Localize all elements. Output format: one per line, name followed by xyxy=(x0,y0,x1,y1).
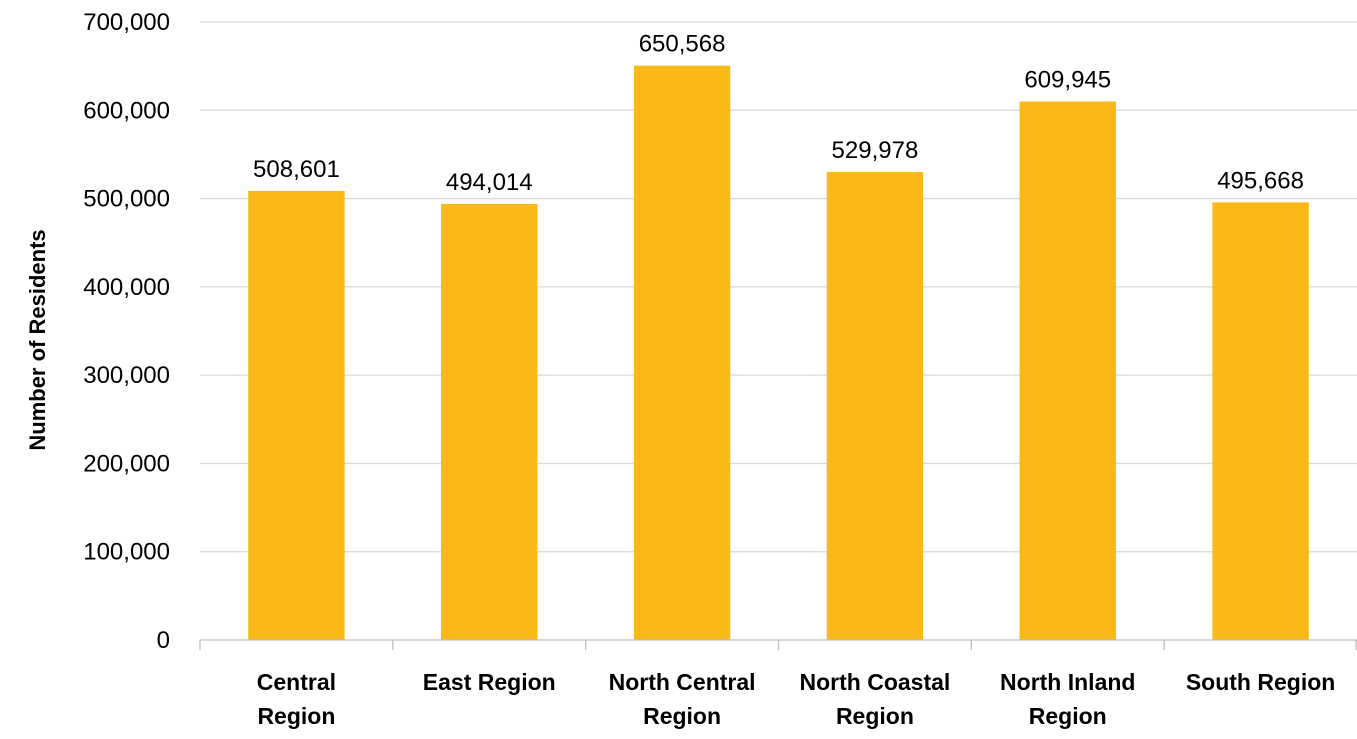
y-tick-label: 700,000 xyxy=(83,9,170,36)
y-tick-label: 500,000 xyxy=(83,186,170,213)
x-axis xyxy=(199,639,1357,650)
data-labels: 508,601 494,014 650,568 529,978 609,945 495,6… xyxy=(253,31,1304,196)
category-label-line: Central xyxy=(257,669,336,695)
bar xyxy=(248,190,345,641)
category-label-line: Region xyxy=(257,703,335,729)
category-label-line: North Central xyxy=(609,669,756,695)
category-label: East Region xyxy=(423,669,556,695)
y-tick-label: 200,000 xyxy=(83,450,170,477)
category-label: North Inland Region xyxy=(1000,669,1135,729)
y-tick-labels: 0 100,000 200,000 300,000 400,000 500,000 600,… xyxy=(83,9,170,654)
data-label: 529,978 xyxy=(832,137,919,164)
bar xyxy=(826,172,924,640)
data-label: 609,945 xyxy=(1024,67,1111,94)
category-label-line: South Region xyxy=(1186,669,1335,695)
category-label: North Coastal Region xyxy=(800,669,951,729)
bar xyxy=(441,203,538,641)
data-label: 508,601 xyxy=(253,156,340,183)
category-label: South Region xyxy=(1186,669,1335,695)
category-label-line: Region xyxy=(836,703,914,729)
gridlines xyxy=(200,21,1357,553)
category-labels: Central Region East Region North Central Reg… xyxy=(257,669,1336,729)
data-label: 494,014 xyxy=(446,169,533,196)
y-tick-label: 400,000 xyxy=(83,274,170,301)
data-label: 650,568 xyxy=(639,31,726,58)
y-tick-label: 300,000 xyxy=(83,362,170,389)
category-label-line: Region xyxy=(1029,703,1107,729)
y-axis-title: Number of Residents xyxy=(25,229,50,450)
category-label-line: North Inland xyxy=(1000,669,1135,695)
data-label: 495,668 xyxy=(1217,167,1304,194)
category-label: Central Region xyxy=(257,669,336,729)
bar xyxy=(1212,202,1309,640)
y-tick-label: 100,000 xyxy=(83,539,170,566)
y-tick-label: 600,000 xyxy=(83,97,170,124)
bar xyxy=(1019,101,1116,641)
category-label-line: East Region xyxy=(423,669,556,695)
bars xyxy=(248,65,1309,641)
bar xyxy=(633,65,731,640)
category-label-line: North Coastal xyxy=(800,669,951,695)
category-label: North Central Region xyxy=(609,669,756,729)
category-label-line: Region xyxy=(643,703,721,729)
y-tick-label: 0 xyxy=(157,627,170,654)
